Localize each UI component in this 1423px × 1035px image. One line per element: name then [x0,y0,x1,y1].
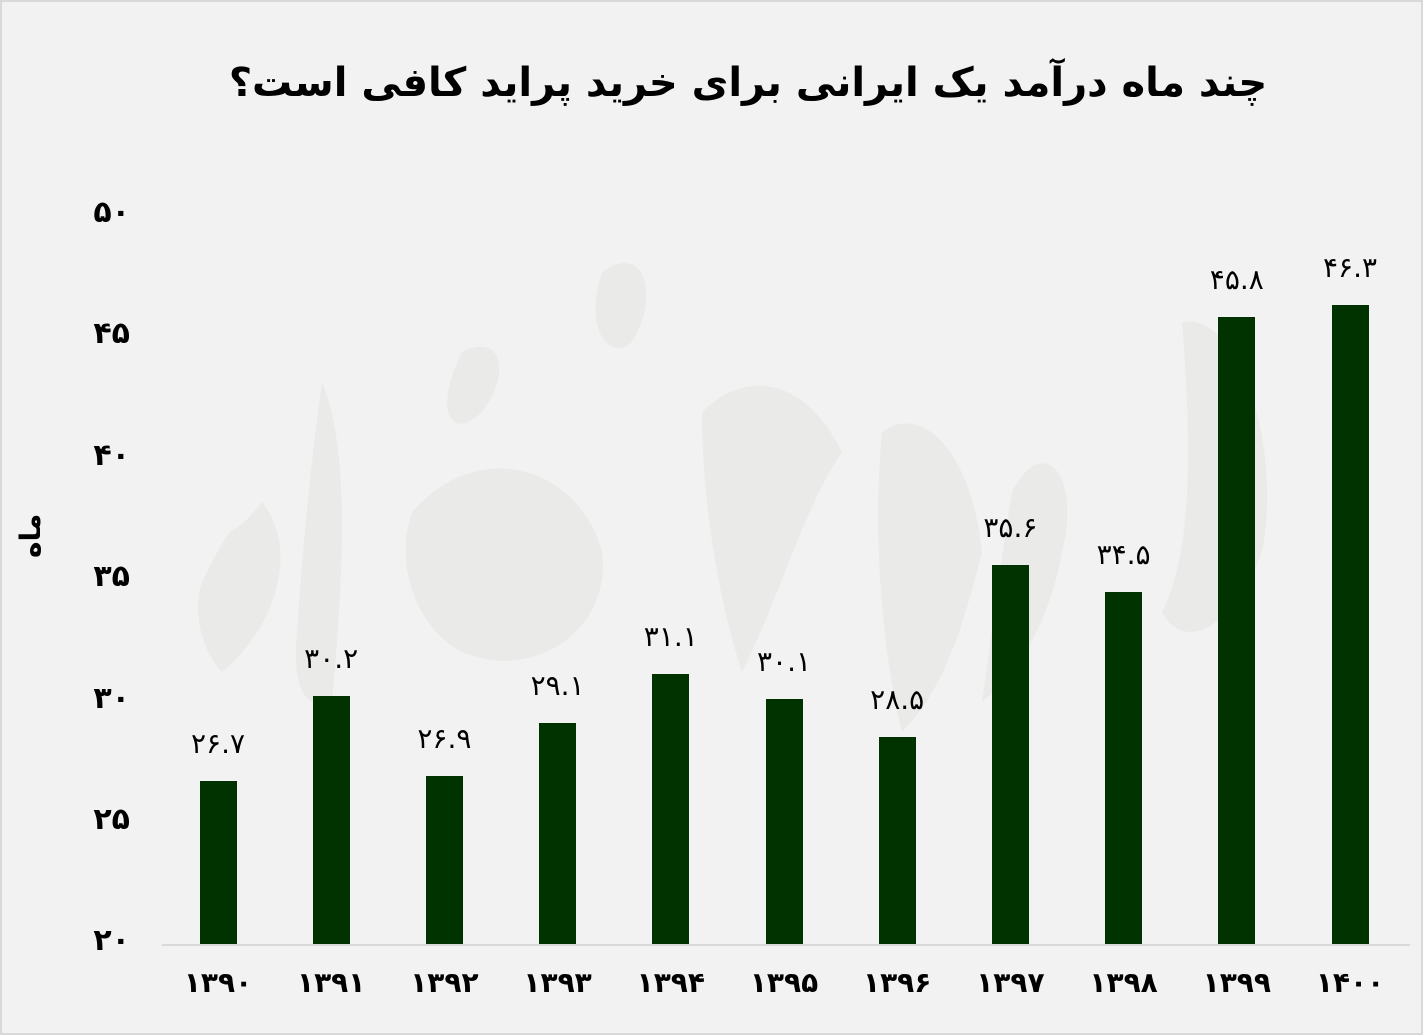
x-tick-1400: ۱۴۰۰ [1315,966,1385,999]
x-tick-1397: ۱۳۹۷ [976,966,1045,999]
bar-1398 [1105,591,1143,944]
bar-1399 [1218,317,1256,944]
x-tick-1391: ۱۳۹۱ [297,966,366,999]
y-tick-50: ۵۰ [93,195,130,230]
value-label-1397: ۳۵.۶ [983,510,1038,544]
bar-1400 [1331,304,1369,944]
y-tick-25: ۲۵ [93,802,130,837]
value-label-1399: ۴۵.۸ [1209,263,1264,297]
bar-1396 [878,737,916,944]
bar-1390 [199,781,237,944]
x-tick-1393: ۱۳۹۳ [523,966,592,999]
chart-title: چند ماه درآمد یک ایرانی برای خرید پراید … [228,60,1268,106]
y-tick-30: ۳۰ [93,681,130,716]
value-label-1394: ۳۱.۱ [643,620,698,654]
value-label-1391: ۳۰.۲ [304,642,359,676]
x-tick-1395: ۱۳۹۵ [749,966,819,999]
x-tick-1392: ۱۳۹۲ [410,966,479,999]
value-label-1393: ۲۹.۱ [530,668,585,702]
x-tick-1399: ۱۳۹۹ [1202,966,1271,999]
x-tick-1390: ۱۳۹۰ [183,966,253,999]
y-tick-40: ۴۰ [93,438,130,473]
value-label-1396: ۲۸.۵ [870,683,925,717]
x-axis-line [162,944,1410,946]
y-tick-45: ۴۵ [93,316,130,351]
y-axis-label: ماه [14,513,47,558]
x-tick-1394: ۱۳۹۴ [636,966,705,999]
value-label-1392: ۲۶.۹ [417,722,472,756]
value-label-1398: ۳۴.۵ [1096,537,1151,571]
value-label-1395: ۳۰.۱ [756,644,812,678]
bar-1392 [425,776,463,944]
y-tick-20: ۲۰ [93,923,130,958]
bar-1391 [312,696,350,944]
bar-1397 [991,564,1029,944]
value-label-1390: ۲۶.۷ [190,727,246,761]
value-label-1400: ۴۶.۳ [1322,250,1378,284]
x-tick-1398: ۱۳۹۸ [1089,966,1158,999]
bar-1393 [539,722,577,944]
bar-1394 [652,674,690,944]
bar-1395 [765,698,803,944]
y-tick-35: ۳۵ [93,559,130,594]
x-tick-1396: ۱۳۹۶ [863,966,932,999]
